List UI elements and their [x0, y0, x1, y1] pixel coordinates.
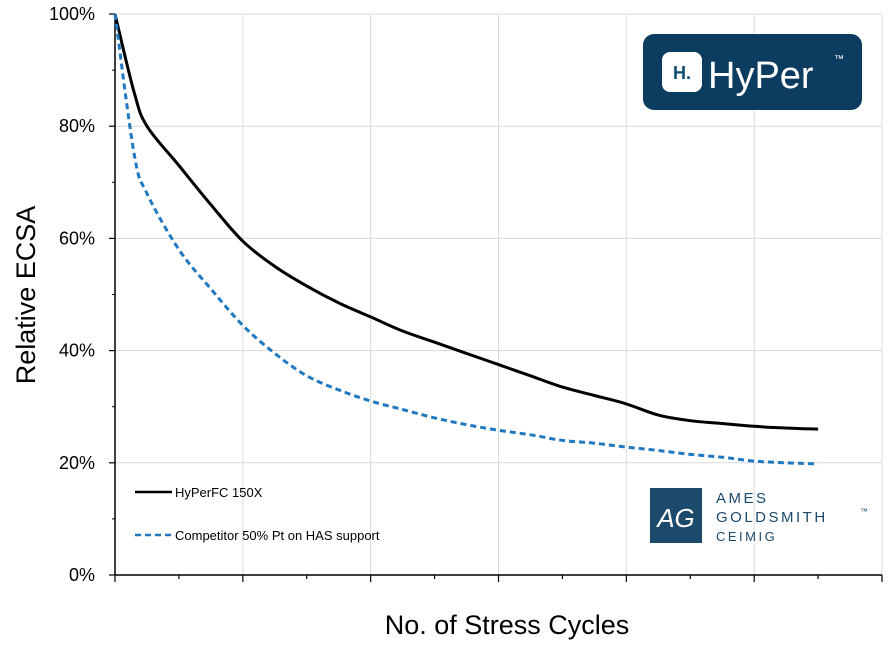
legend: HyPerFC 150X Competitor 50% Pt on HAS sup… [135, 485, 380, 543]
y-tick-label: 40% [59, 341, 95, 361]
ames-goldsmith-monogram: AG [655, 503, 695, 533]
y-tick-label: 100% [49, 4, 95, 24]
gridlines [115, 13, 883, 575]
y-axis-title: Relative ECSA [11, 206, 41, 385]
legend-label: HyPerFC 150X [175, 485, 263, 500]
y-tick-label: 0% [69, 565, 95, 585]
ames-goldsmith-line3: CEIMIG [716, 529, 777, 544]
ames-goldsmith-logo: AG AMES GOLDSMITH ™ CEIMIG [650, 488, 868, 544]
legend-label: Competitor 50% Pt on HAS support [175, 528, 380, 543]
ames-goldsmith-line1: AMES [716, 490, 769, 507]
ames-goldsmith-line2: GOLDSMITH [716, 509, 828, 526]
ames-goldsmith-trademark: ™ [860, 507, 868, 516]
hyper-logo-text: HyPer [708, 55, 814, 97]
series-line-2 [113, 13, 819, 466]
ames-goldsmith-monogram-box [650, 488, 702, 543]
y-axis-ticks: 0% 20% 40% 60% 80% 100% [49, 4, 115, 585]
hyper-logo: H. HyPer ™ [643, 34, 862, 110]
y-tick-label: 20% [59, 453, 95, 473]
series-lines [113, 13, 819, 466]
hyper-logo-icon [662, 52, 702, 92]
hyper-logo-icon-mark: H. [673, 63, 691, 83]
y-tick-label: 60% [59, 228, 95, 248]
x-axis-ticks [114, 575, 883, 582]
hyper-logo-trademark: ™ [834, 54, 844, 65]
series-line-1 [113, 13, 819, 431]
y-tick-label: 80% [59, 116, 95, 136]
x-axis-title: No. of Stress Cycles [385, 610, 630, 640]
